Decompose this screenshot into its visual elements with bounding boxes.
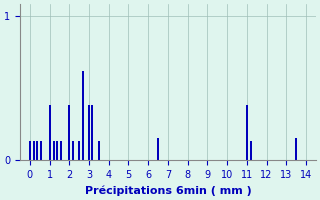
Bar: [250, 141, 252, 160]
Bar: [52, 141, 54, 160]
Bar: [78, 141, 80, 160]
Bar: [88, 105, 90, 160]
Bar: [33, 141, 35, 160]
Bar: [82, 71, 84, 160]
Bar: [246, 105, 248, 160]
Bar: [72, 141, 74, 160]
Bar: [68, 105, 70, 160]
Bar: [98, 141, 100, 160]
Bar: [40, 141, 42, 160]
Bar: [49, 105, 51, 160]
Bar: [91, 105, 93, 160]
Bar: [29, 141, 31, 160]
X-axis label: Précipitations 6min ( mm ): Précipitations 6min ( mm ): [84, 185, 251, 196]
Bar: [157, 138, 159, 160]
Bar: [36, 141, 38, 160]
Bar: [60, 141, 62, 160]
Bar: [295, 138, 297, 160]
Bar: [57, 141, 59, 160]
